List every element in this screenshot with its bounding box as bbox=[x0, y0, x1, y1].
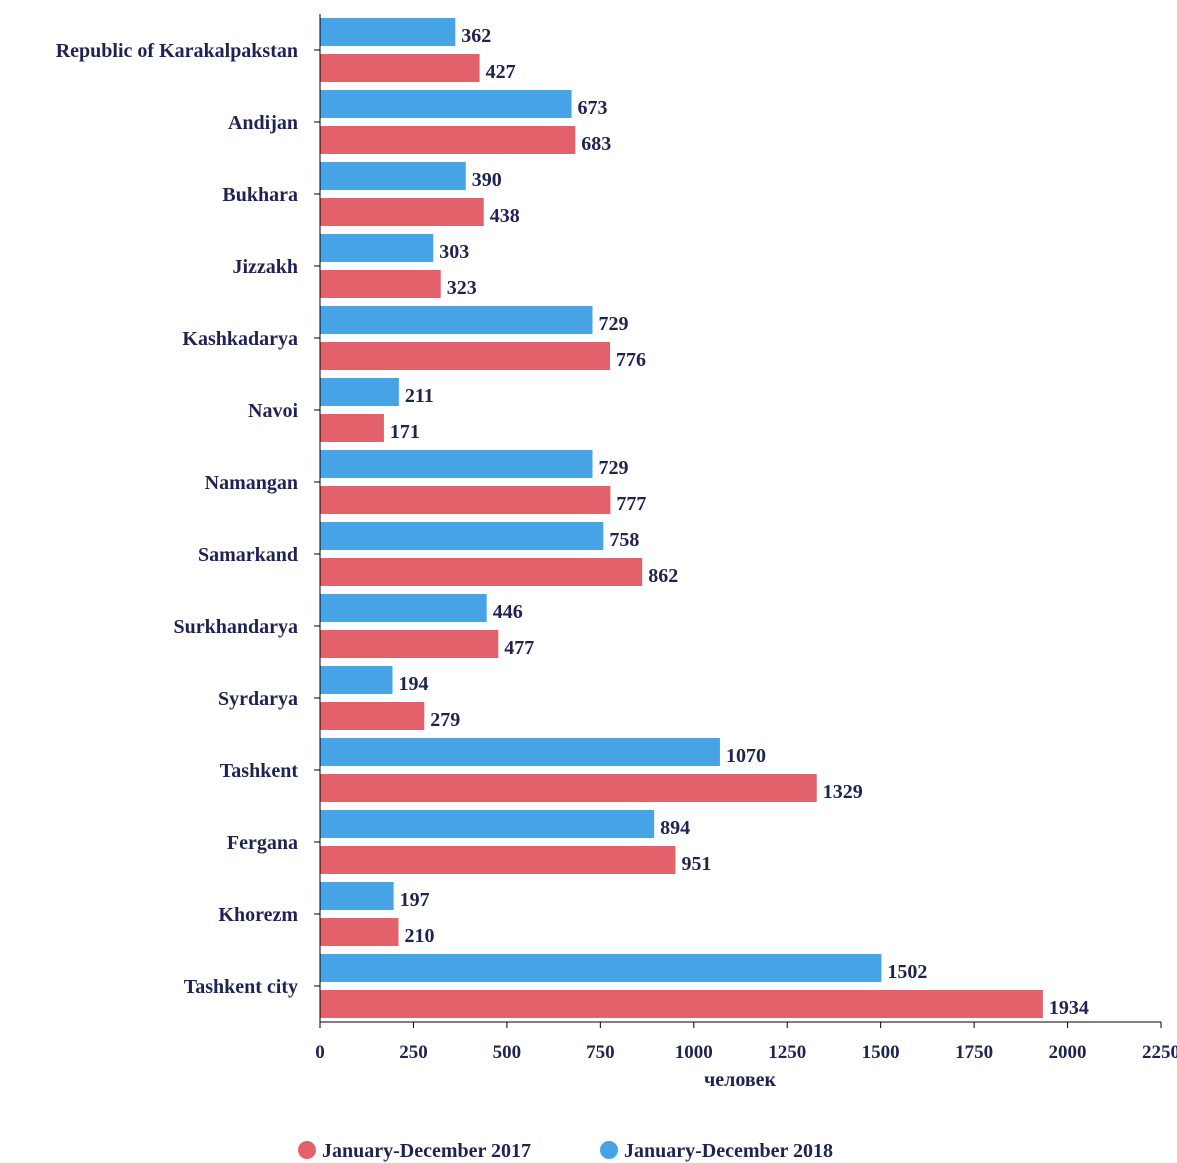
data-label: 362 bbox=[461, 25, 491, 47]
bar bbox=[320, 270, 441, 298]
data-label: 1329 bbox=[823, 781, 863, 803]
x-tick-label: 1500 bbox=[862, 1042, 900, 1063]
bar bbox=[320, 702, 425, 730]
bar bbox=[320, 486, 611, 514]
category-label: Syrdarya bbox=[218, 688, 298, 710]
data-label: 303 bbox=[439, 241, 469, 263]
bar bbox=[320, 522, 604, 550]
x-axis-title: человек bbox=[704, 1069, 777, 1091]
data-label: 758 bbox=[609, 529, 639, 551]
category-label: Navoi bbox=[248, 400, 298, 422]
category-label: Tashkent city bbox=[184, 976, 298, 998]
data-label: 729 bbox=[598, 457, 628, 479]
category-label: Andijan bbox=[228, 112, 298, 134]
bar bbox=[320, 414, 384, 442]
category-label: Kashkadarya bbox=[182, 328, 298, 350]
x-tick-label: 500 bbox=[493, 1042, 522, 1063]
data-labels: 362 427 673 683 390 438 303 323 729 776 211 171 729 7… bbox=[390, 25, 1089, 1019]
bar bbox=[320, 918, 399, 946]
data-label: 171 bbox=[390, 421, 420, 443]
x-tick-label: 2000 bbox=[1049, 1042, 1087, 1063]
bar bbox=[320, 18, 456, 46]
data-label: 477 bbox=[504, 637, 534, 659]
bar bbox=[320, 666, 393, 694]
category-labels: Republic of Karakalpakstan Andijan Bukhara… bbox=[56, 40, 299, 998]
data-label: 862 bbox=[648, 565, 678, 587]
category-label: Jizzakh bbox=[232, 256, 298, 278]
x-tick-label: 2250 bbox=[1142, 1042, 1177, 1063]
category-label: Bukhara bbox=[222, 184, 298, 206]
data-label: 683 bbox=[581, 133, 611, 155]
category-label: Republic of Karakalpakstan bbox=[56, 40, 298, 62]
bar bbox=[320, 306, 593, 334]
x-tick-label: 1750 bbox=[955, 1042, 993, 1063]
x-tick-label: 1000 bbox=[675, 1042, 713, 1063]
category-label: Tashkent bbox=[220, 760, 299, 782]
bar bbox=[320, 954, 882, 982]
bars-layer bbox=[320, 18, 1043, 1018]
bar bbox=[320, 846, 676, 874]
category-label: Samarkand bbox=[198, 544, 298, 566]
category-label: Khorezm bbox=[218, 904, 298, 926]
category-label: Namangan bbox=[205, 472, 298, 494]
data-label: 776 bbox=[616, 349, 646, 371]
bar bbox=[320, 126, 576, 154]
data-label: 951 bbox=[681, 853, 711, 875]
data-label: 211 bbox=[405, 385, 434, 407]
data-label: 390 bbox=[472, 169, 502, 191]
bar bbox=[320, 594, 487, 622]
legend-marker bbox=[600, 1141, 618, 1159]
x-tick-label: 1250 bbox=[768, 1042, 806, 1063]
data-label: 673 bbox=[578, 97, 608, 119]
data-label: 427 bbox=[486, 61, 516, 83]
x-tick-label: 750 bbox=[586, 1042, 615, 1063]
bar bbox=[320, 990, 1043, 1018]
data-label: 1934 bbox=[1049, 997, 1089, 1019]
data-label: 323 bbox=[447, 277, 477, 299]
axes: 0 250 500 750 1000 1250 1500 1750 2000 2250 bbox=[314, 14, 1177, 1063]
data-label: 777 bbox=[616, 493, 646, 515]
bar bbox=[320, 630, 499, 658]
bar bbox=[320, 162, 466, 190]
bar bbox=[320, 54, 480, 82]
data-label: 194 bbox=[399, 673, 429, 695]
bar bbox=[320, 558, 643, 586]
category-label: Surkhandarya bbox=[174, 616, 299, 638]
bar bbox=[320, 810, 655, 838]
bar bbox=[320, 198, 484, 226]
data-label: 438 bbox=[490, 205, 520, 227]
bar bbox=[320, 738, 720, 766]
legend-marker bbox=[298, 1141, 316, 1159]
data-label: 894 bbox=[660, 817, 690, 839]
x-tick-label: 250 bbox=[399, 1042, 428, 1063]
bar bbox=[320, 774, 817, 802]
data-label: 279 bbox=[430, 709, 460, 731]
data-label: 210 bbox=[404, 925, 434, 947]
legend-label: January-December 2017 bbox=[322, 1140, 531, 1162]
data-label: 446 bbox=[493, 601, 523, 623]
bar bbox=[320, 378, 399, 406]
bar bbox=[320, 450, 593, 478]
data-label: 197 bbox=[400, 889, 430, 911]
category-label: Fergana bbox=[227, 832, 298, 854]
bar bbox=[320, 90, 572, 118]
data-label: 1070 bbox=[726, 745, 766, 767]
data-label: 729 bbox=[598, 313, 628, 335]
bar bbox=[320, 234, 434, 262]
legend: January-December 2017 January-December 20… bbox=[298, 1140, 833, 1162]
bar bbox=[320, 342, 611, 370]
x-tick-label: 0 bbox=[315, 1042, 325, 1063]
legend-label: January-December 2018 bbox=[624, 1140, 833, 1162]
data-label: 1502 bbox=[887, 961, 927, 983]
bar bbox=[320, 882, 394, 910]
